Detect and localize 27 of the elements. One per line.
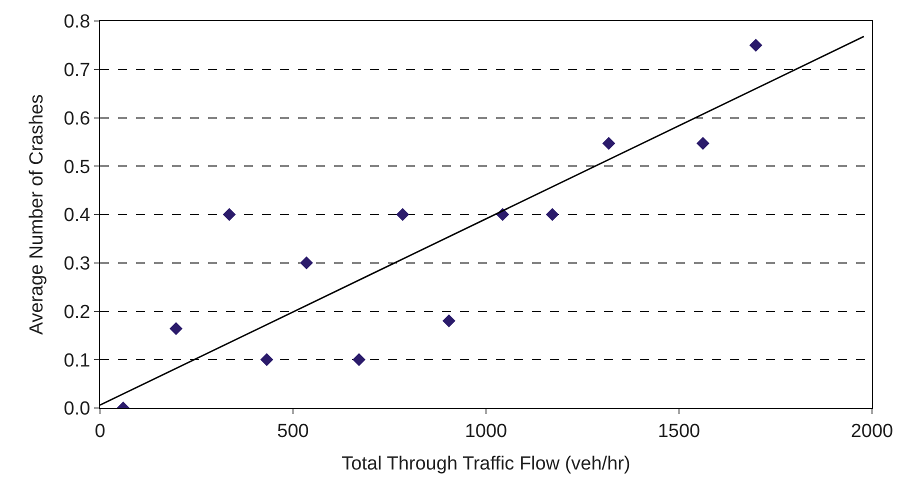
point (546, 208, 559, 221)
point (260, 353, 274, 366)
point (170, 322, 183, 336)
point (300, 256, 314, 270)
y-tick-label: 0.3 (64, 254, 90, 275)
point (602, 136, 616, 150)
y-axis-title: Average Number of Crashes (26, 94, 48, 335)
y-tick-label: 0.4 (64, 205, 91, 226)
y-tick-label: 0.5 (64, 156, 90, 178)
y-tick-label: 0.1 (64, 350, 90, 372)
point (442, 314, 456, 328)
point (696, 136, 710, 150)
y-tick-label: 0.8 (64, 12, 90, 33)
point (222, 208, 236, 221)
y-tick-label: 0.2 (64, 302, 90, 323)
x-tick-label: 0 (94, 420, 106, 442)
x-tick-label: 500 (277, 420, 309, 442)
y-tick-label: 0.7 (64, 60, 90, 82)
y-tick-label: 0.0 (64, 398, 90, 420)
point (352, 353, 366, 366)
x-tick-label: 1000 (464, 420, 508, 442)
point (396, 208, 410, 221)
x-tick-label: 2000 (850, 420, 894, 442)
y-tick-label: 0.6 (64, 108, 90, 130)
point (749, 38, 762, 52)
x-axis-title: Total Through Traffic Flow (veh/hr) (342, 454, 630, 475)
x-tick-label: 1500 (658, 420, 700, 442)
